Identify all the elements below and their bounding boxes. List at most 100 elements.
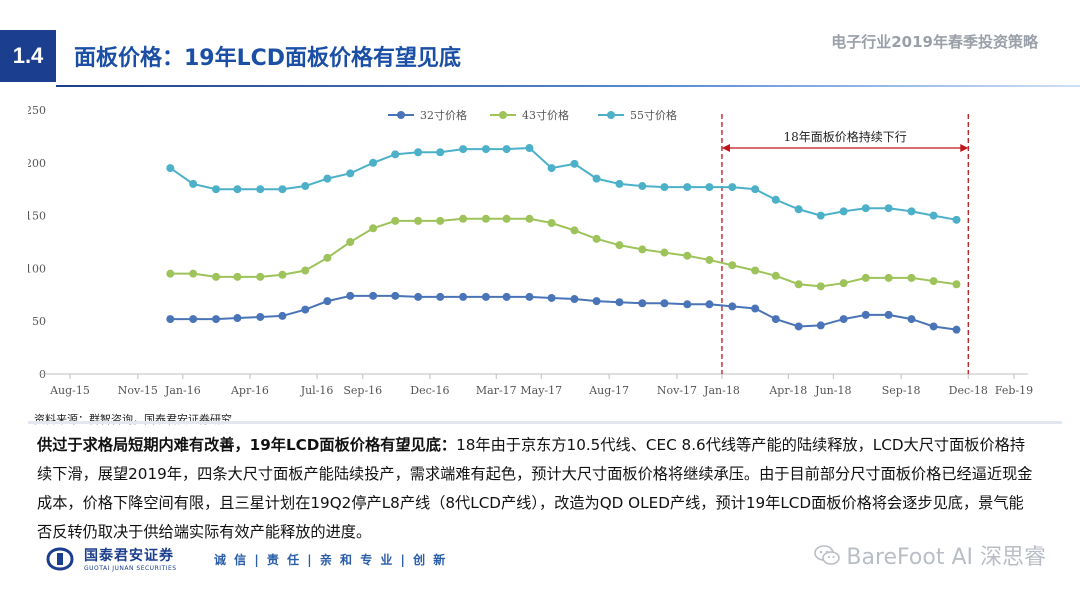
company-name: 国泰君安证券 [84,548,174,564]
data-point [794,205,803,214]
y-tick-label: 100 [28,262,46,275]
data-point [816,321,825,330]
data-point [391,291,400,300]
data-point [166,164,175,173]
data-point [705,255,714,264]
watermark: BareFoot AI 深思睿 [814,539,1046,571]
data-point [683,183,692,192]
data-point [166,315,175,324]
data-point [861,310,870,319]
company-logo-icon [46,546,74,571]
data-point [660,248,669,257]
data-point [414,148,423,157]
line-chart: 050100150200250Aug-15Nov-15Jan-16Apr-16J… [25,104,1033,397]
data-point [794,280,803,289]
data-point [705,300,714,309]
data-point [771,271,780,280]
wechat-icon [814,545,841,565]
x-tick-label: Jan-18 [703,384,740,397]
data-point [816,282,825,291]
data-point [683,300,692,309]
data-point [638,299,647,308]
data-point [615,298,624,307]
data-point [369,158,378,167]
x-tick-label: Sep-16 [343,384,382,397]
data-point [861,273,870,282]
data-point [212,272,221,281]
data-point [346,238,355,246]
data-point [547,164,556,173]
data-point [414,216,423,225]
data-point [256,272,265,281]
data-point [907,273,916,282]
annotation-arrow-left-head [721,144,730,152]
data-point [615,241,624,250]
data-point [189,315,198,324]
x-tick-label: Aug-17 [588,384,629,397]
data-point [952,280,961,289]
data-point [547,218,556,227]
data-point [683,251,692,260]
x-tick-label: Jun-18 [814,384,851,397]
x-tick-label: Dec-18 [949,384,988,397]
legend-marker [397,111,405,119]
data-point [929,322,938,331]
data-point [592,297,601,306]
data-point [861,204,870,213]
data-point [525,292,534,301]
annotation-arrow-right-head [960,144,969,152]
data-point [592,174,601,183]
body-lead: 供过于求格局短期内难有改善，19年LCD面板价格有望见底： [37,436,457,454]
data-point [189,179,198,188]
data-point [751,266,760,275]
data-point [952,215,961,224]
data-point [907,315,916,324]
data-point [771,315,780,324]
title-underline [56,85,1080,87]
data-point [638,182,647,191]
data-point [459,214,468,223]
data-point [256,185,265,194]
data-point [233,272,242,281]
data-point [212,185,221,194]
x-tick-label: Nov-17 [657,384,697,397]
data-point [771,195,780,204]
data-point [301,305,310,314]
data-point [794,322,803,331]
data-point [323,174,332,183]
data-point [323,253,332,262]
data-point [728,302,737,311]
data-point [436,292,445,301]
data-point [952,325,961,334]
data-point [436,216,445,225]
data-point [839,315,848,324]
data-point [369,224,378,233]
report-name: 电子行业2019年春季投资策略 [831,33,1038,51]
data-point [525,144,534,153]
data-point [570,295,579,304]
y-tick-label: 150 [28,210,46,223]
data-point [705,183,714,192]
data-point [301,266,310,275]
data-point [391,150,400,159]
data-point [728,261,737,270]
chart-bottom-divider [28,421,1062,424]
x-tick-label: Feb-19 [995,384,1033,397]
body-text: 18年由于京东方10.5代线、CEC 8.6代线等产能的陆续释放，LCD大尺寸面… [37,436,1033,541]
x-tick-label: Apr-16 [230,384,269,397]
x-tick-label: Jul-16 [300,384,334,397]
x-tick-label: Dec-16 [410,384,449,397]
data-point [884,273,893,282]
data-point [459,145,468,154]
data-point [481,214,490,223]
data-point [660,183,669,192]
data-point [502,292,511,301]
data-point [301,182,310,191]
y-tick-label: 250 [28,104,46,117]
legend-marker [607,111,615,119]
data-point [481,145,490,154]
data-point [212,315,221,324]
series-line [169,146,957,221]
legend-marker [499,111,507,119]
company-slogan: 诚 信 | 责 任 | 亲 和 专 业 | 创 新 [214,553,448,567]
